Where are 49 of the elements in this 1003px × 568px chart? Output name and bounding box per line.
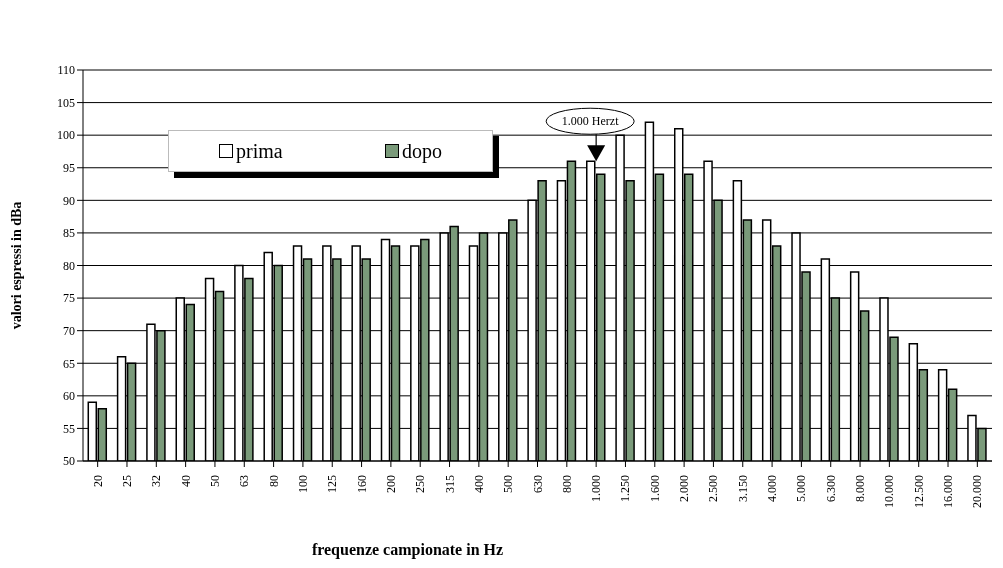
x-tick-label: 80: [266, 475, 281, 487]
x-tick-label: 100: [295, 475, 310, 493]
x-tick-label: 20.000: [970, 475, 985, 508]
x-tick-label: 6.300: [823, 475, 838, 502]
x-tick-label: 32: [149, 475, 164, 487]
x-tick-label: 400: [471, 475, 486, 493]
x-tick-label: 125: [325, 475, 340, 493]
x-tick-label: 10.000: [882, 475, 897, 508]
legend-label: dopo: [400, 139, 442, 163]
x-tick-label: 4.000: [765, 475, 780, 502]
x-tick-label: 50: [207, 475, 222, 487]
y-tick-label: 70: [63, 323, 75, 338]
y-tick-label: 75: [63, 291, 75, 306]
y-tick-label: 95: [63, 161, 75, 176]
y-tick-label: 90: [63, 193, 75, 208]
y-tick-label: 110: [57, 63, 75, 78]
y-tick-label: 100: [57, 128, 75, 143]
x-tick-label: 1.250: [618, 475, 633, 502]
x-tick-label: 630: [530, 475, 545, 493]
x-tick-label: 63: [237, 475, 252, 487]
y-tick-label: 50: [63, 454, 75, 469]
x-tick-label: 40: [178, 475, 193, 487]
y-axis-title: valori espressi in dBa: [8, 201, 24, 330]
y-tick-label: 60: [63, 389, 75, 404]
x-tick-label: 25: [119, 475, 134, 487]
x-tick-label: 500: [501, 475, 516, 493]
x-axis-title: frequenze campionate in Hz: [311, 541, 504, 559]
y-tick-label: 55: [63, 421, 75, 436]
y-tick-label: 85: [63, 226, 75, 241]
legend-label: prima: [235, 139, 283, 163]
x-tick-label: 5.000: [794, 475, 809, 502]
x-tick-label: 1.000: [589, 475, 604, 502]
x-tick-label: 315: [442, 475, 457, 493]
x-tick-label: 1.600: [647, 475, 662, 502]
x-tick-label: 160: [354, 475, 369, 493]
x-tick-label: 800: [559, 475, 574, 493]
annotation: 1.000 Herzt: [561, 114, 620, 129]
x-tick-label: 2.500: [706, 475, 721, 502]
y-tick-label: 65: [63, 356, 75, 371]
x-tick-label: 250: [413, 475, 428, 493]
y-tick-label: 105: [57, 95, 75, 110]
x-tick-label: 20: [90, 475, 105, 487]
x-tick-label: 2.000: [677, 475, 692, 502]
x-tick-label: 8.000: [853, 475, 868, 502]
x-tick-label: 200: [383, 475, 398, 493]
x-tick-label: 3.150: [735, 475, 750, 502]
x-tick-label: 16.000: [941, 475, 956, 508]
x-tick-label: 12.500: [911, 475, 926, 508]
y-tick-label: 80: [63, 258, 75, 273]
